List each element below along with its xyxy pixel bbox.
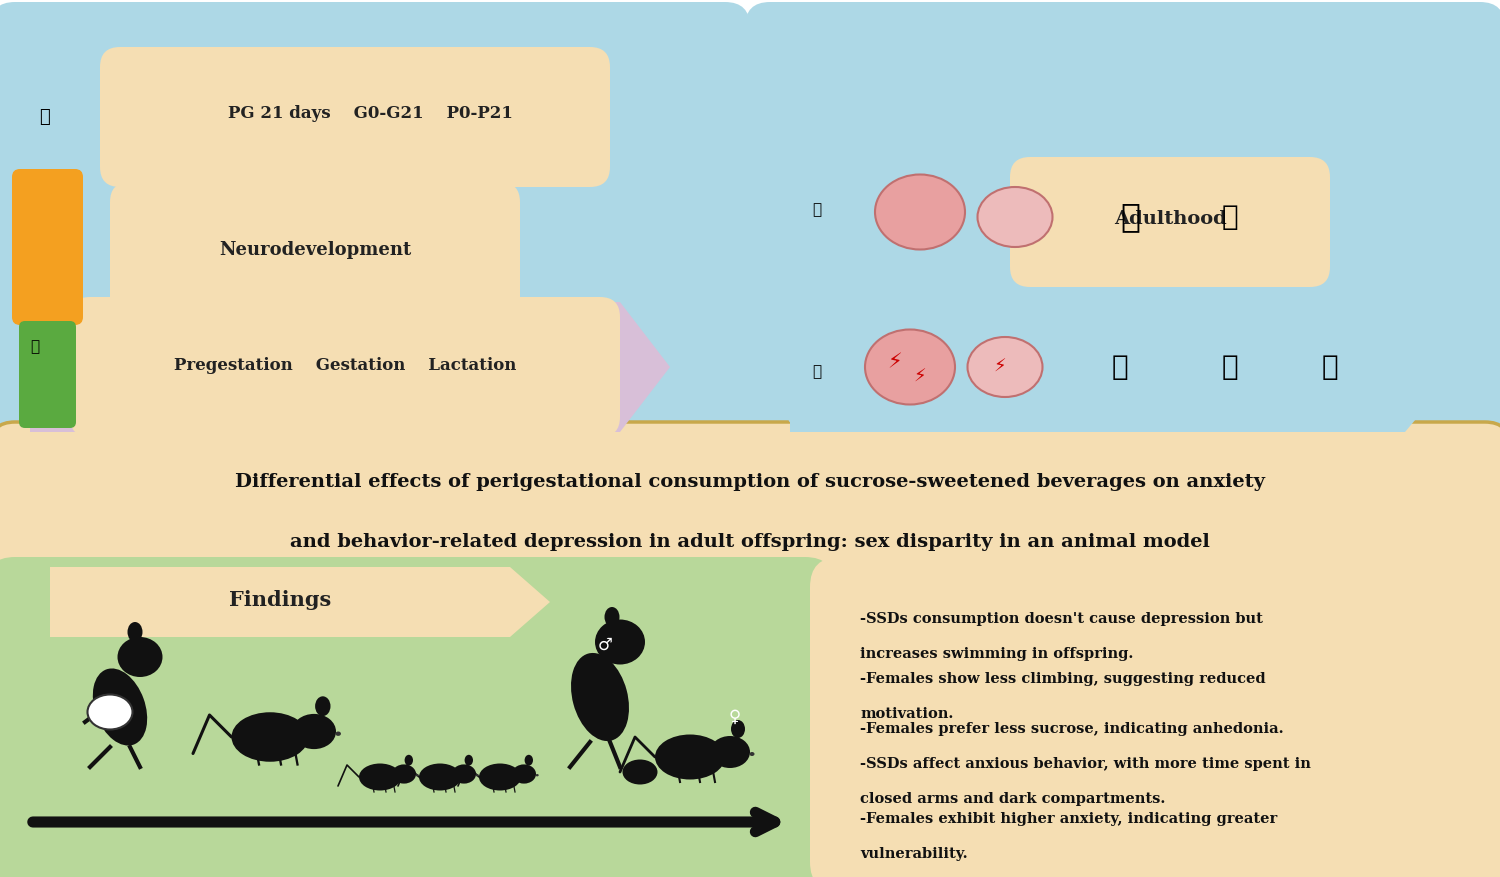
Text: 🧍: 🧍 — [1221, 353, 1239, 381]
Text: ⚡: ⚡ — [993, 358, 1006, 376]
Ellipse shape — [604, 607, 619, 627]
Text: 🤸: 🤸 — [1120, 201, 1140, 233]
Ellipse shape — [465, 755, 472, 766]
Ellipse shape — [978, 187, 1053, 247]
FancyBboxPatch shape — [12, 169, 82, 325]
Text: PG 21 days    G0-G21    P0-P21: PG 21 days G0-G21 P0-P21 — [228, 105, 513, 123]
Text: Differential effects of perigestational consumption of sucrose-sweetened beverag: Differential effects of perigestational … — [236, 473, 1264, 491]
Ellipse shape — [315, 696, 330, 717]
Text: -Females prefer less sucrose, indicating anhedonia.: -Females prefer less sucrose, indicating… — [859, 722, 1284, 736]
Text: Neurodevelopment: Neurodevelopment — [219, 241, 411, 259]
Ellipse shape — [117, 637, 162, 677]
Ellipse shape — [525, 755, 532, 766]
Ellipse shape — [405, 755, 412, 766]
Text: and behavior-related depression in adult offspring: sex disparity in an animal m: and behavior-related depression in adult… — [290, 533, 1210, 551]
FancyBboxPatch shape — [100, 47, 610, 187]
Polygon shape — [30, 302, 670, 432]
Ellipse shape — [336, 731, 340, 736]
Polygon shape — [56, 187, 670, 317]
Ellipse shape — [128, 622, 142, 642]
Ellipse shape — [865, 330, 956, 404]
Ellipse shape — [730, 720, 746, 738]
Ellipse shape — [536, 774, 538, 776]
Ellipse shape — [874, 175, 965, 249]
Text: ♂: ♂ — [597, 636, 612, 654]
Text: 💧: 💧 — [813, 365, 822, 380]
Ellipse shape — [452, 765, 476, 784]
FancyBboxPatch shape — [810, 557, 1500, 877]
Polygon shape — [80, 52, 670, 182]
Text: 💧: 💧 — [813, 203, 822, 217]
Polygon shape — [810, 147, 1460, 287]
FancyBboxPatch shape — [110, 182, 520, 322]
Ellipse shape — [512, 765, 536, 784]
Text: -Females show less climbing, suggesting reduced: -Females show less climbing, suggesting … — [859, 672, 1266, 686]
FancyBboxPatch shape — [1010, 157, 1330, 287]
Text: 🌾: 🌾 — [1221, 203, 1239, 231]
FancyBboxPatch shape — [20, 321, 76, 428]
Ellipse shape — [710, 736, 750, 768]
Ellipse shape — [750, 752, 754, 756]
Ellipse shape — [87, 695, 132, 730]
Text: 💧: 💧 — [39, 108, 51, 126]
Ellipse shape — [622, 759, 657, 785]
FancyBboxPatch shape — [0, 422, 1500, 602]
Ellipse shape — [292, 714, 336, 749]
FancyBboxPatch shape — [70, 297, 620, 437]
Polygon shape — [790, 302, 1460, 432]
Text: 🍎: 🍎 — [30, 339, 39, 354]
Text: motivation.: motivation. — [859, 707, 954, 721]
Text: increases swimming in offspring.: increases swimming in offspring. — [859, 647, 1134, 661]
Text: Adulthood: Adulthood — [1113, 210, 1227, 228]
Ellipse shape — [596, 619, 645, 665]
FancyBboxPatch shape — [788, 320, 847, 424]
Ellipse shape — [478, 764, 520, 790]
Ellipse shape — [416, 774, 419, 776]
Text: Pregestation    Gestation    Lactation: Pregestation Gestation Lactation — [174, 356, 516, 374]
Ellipse shape — [358, 764, 401, 790]
Text: vulnerability.: vulnerability. — [859, 847, 968, 861]
FancyBboxPatch shape — [746, 2, 1500, 462]
FancyBboxPatch shape — [12, 54, 78, 180]
Text: -SSDs consumption doesn't cause depression but: -SSDs consumption doesn't cause depressi… — [859, 612, 1263, 626]
FancyBboxPatch shape — [0, 557, 836, 877]
Ellipse shape — [968, 337, 1042, 397]
Ellipse shape — [392, 765, 416, 784]
Ellipse shape — [231, 712, 309, 762]
Ellipse shape — [93, 668, 147, 745]
FancyBboxPatch shape — [0, 2, 750, 462]
Text: ⚡: ⚡ — [914, 368, 927, 386]
FancyBboxPatch shape — [788, 160, 847, 264]
Text: ♀: ♀ — [729, 708, 741, 726]
Text: -Females exhibit higher anxiety, indicating greater: -Females exhibit higher anxiety, indicat… — [859, 812, 1276, 826]
Text: 🧎: 🧎 — [1112, 353, 1128, 381]
Text: Findings: Findings — [230, 590, 332, 610]
Ellipse shape — [476, 774, 478, 776]
Text: 🌧: 🌧 — [1322, 353, 1338, 381]
Ellipse shape — [419, 764, 460, 790]
Text: -SSDs affect anxious behavior, with more time spent in: -SSDs affect anxious behavior, with more… — [859, 757, 1311, 771]
Ellipse shape — [656, 735, 724, 780]
Polygon shape — [50, 567, 550, 637]
Ellipse shape — [572, 653, 628, 741]
Text: ⚡: ⚡ — [888, 352, 903, 372]
Text: closed arms and dark compartments.: closed arms and dark compartments. — [859, 792, 1166, 806]
